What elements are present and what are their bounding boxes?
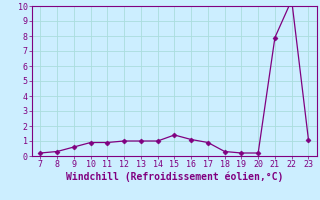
X-axis label: Windchill (Refroidissement éolien,°C): Windchill (Refroidissement éolien,°C) [66,172,283,182]
